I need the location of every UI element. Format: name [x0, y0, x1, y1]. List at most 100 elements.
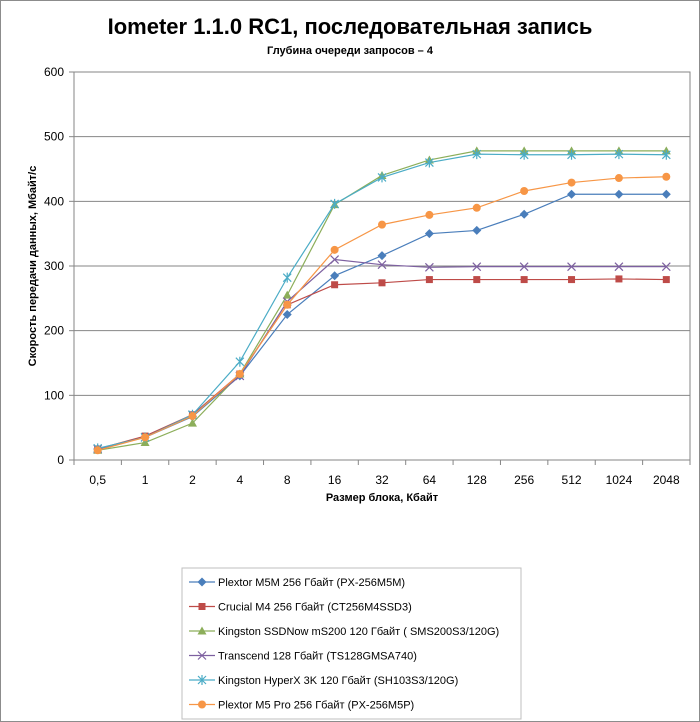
data-point — [235, 356, 245, 367]
data-point — [378, 279, 386, 287]
legend-item: Kingston HyperX 3K 120 Гбайт (SH103S3/12… — [189, 675, 458, 687]
data-point — [425, 276, 433, 284]
y-tick-label: 200 — [44, 324, 64, 338]
x-axis-ticks: 0,5 1 2 4 8 16 32 64 128 256 512 1024 2048 — [73, 460, 691, 487]
series-3 — [93, 146, 671, 454]
data-point — [614, 174, 623, 183]
data-point — [661, 189, 671, 199]
data-point — [424, 229, 434, 239]
data-point — [425, 210, 434, 219]
y-tick-label: 100 — [44, 388, 64, 402]
y-axis-ticks: 0 100 200 300 400 500 600 — [44, 65, 74, 467]
series-1 — [93, 189, 671, 454]
legend-marker — [197, 577, 207, 587]
data-point — [282, 290, 292, 299]
legend-label: Plextor M5 Pro 256 Гбайт (PX-256M5P) — [218, 700, 414, 712]
data-point — [567, 262, 576, 272]
legend-item: Crucial M4 256 Гбайт (CT256M4SSD3) — [189, 602, 412, 614]
chart-title: Iometer 1.1.0 RC1, последовательная запи… — [108, 14, 593, 39]
data-point — [377, 260, 387, 270]
legend-item: Transcend 128 Гбайт (TS128GMSA740) — [189, 651, 417, 663]
y-tick-label: 300 — [44, 259, 64, 273]
data-point — [568, 276, 576, 284]
legend-label: Transcend 128 Гбайт (TS128GMSA740) — [218, 651, 417, 663]
data-point — [520, 276, 528, 284]
legend-marker — [198, 603, 206, 610]
y-tick-label: 600 — [44, 65, 64, 79]
data-point — [567, 149, 576, 160]
gridlines — [74, 71, 690, 461]
x-tick-label: 2 — [189, 473, 196, 487]
data-point — [614, 189, 624, 199]
data-point — [424, 262, 434, 272]
data-point — [661, 149, 671, 160]
data-point — [330, 245, 339, 254]
x-tick-label: 1024 — [606, 473, 633, 487]
series-line — [97, 278, 667, 450]
legend-label: Kingston SSDNow mS200 120 Гбайт ( SMS200… — [218, 626, 499, 638]
x-tick-label: 128 — [467, 473, 487, 487]
data-point — [520, 186, 529, 195]
data-point — [662, 172, 671, 181]
data-point — [662, 276, 670, 284]
series-line — [97, 150, 667, 451]
data-point — [661, 262, 671, 272]
x-tick-label: 64 — [423, 473, 437, 487]
data-point — [330, 271, 340, 281]
data-point — [188, 412, 197, 421]
series-line — [97, 153, 667, 449]
legend: Plextor M5M 256 Гбайт (PX-256M5M) Crucial… — [189, 577, 499, 712]
x-tick-label: 4 — [237, 473, 244, 487]
x-tick-label: 2048 — [653, 473, 680, 487]
legend-label: Kingston HyperX 3K 120 Гбайт (SH103S3/12… — [218, 675, 458, 687]
data-point — [614, 149, 624, 160]
data-point — [567, 189, 577, 199]
y-axis-title: Скорость передачи данных, Мбайт/с — [27, 166, 39, 367]
legend-marker — [197, 651, 207, 660]
data-point — [235, 369, 244, 378]
legend-item: Plextor M5M 256 Гбайт (PX-256M5M) — [189, 577, 405, 589]
x-tick-label: 16 — [328, 473, 342, 487]
legend-box — [181, 567, 522, 720]
chart-subtitle: Глубина очереди запросов – 4 — [267, 45, 434, 57]
data-point — [331, 281, 339, 289]
legend-item: Kingston SSDNow mS200 120 Гбайт ( SMS200… — [189, 626, 499, 638]
legend-marker — [197, 675, 207, 685]
data-point — [187, 418, 197, 427]
x-axis-title: Размер блока, Кбайт — [326, 492, 439, 504]
data-point — [519, 209, 529, 219]
y-tick-label: 400 — [44, 194, 64, 208]
data-point — [567, 178, 576, 187]
y-tick-label: 500 — [44, 130, 64, 144]
x-tick-label: 1 — [142, 473, 149, 487]
x-tick-label: 512 — [562, 473, 582, 487]
data-point — [472, 149, 482, 160]
series-2 — [94, 275, 670, 453]
data-point — [378, 220, 386, 229]
x-tick-label: 256 — [514, 473, 534, 487]
data-point — [519, 149, 529, 160]
series-lines — [93, 146, 671, 455]
data-point — [472, 203, 481, 212]
data-point — [614, 262, 624, 272]
data-point — [615, 275, 623, 283]
data-point — [282, 310, 292, 319]
data-point — [141, 433, 150, 442]
x-tick-label: 32 — [375, 473, 389, 487]
x-tick-label: 0,5 — [89, 473, 106, 487]
legend-item: Plextor M5 Pro 256 Гбайт (PX-256M5P) — [189, 700, 414, 712]
legend-label: Plextor M5M 256 Гбайт (PX-256M5M) — [218, 577, 405, 589]
data-point — [424, 157, 434, 168]
series-6 — [93, 172, 671, 455]
y-tick-label: 0 — [57, 453, 64, 467]
data-point — [282, 272, 292, 283]
legend-marker — [198, 700, 206, 709]
data-point — [519, 262, 529, 272]
data-point — [330, 255, 340, 264]
legend-label: Crucial M4 256 Гбайт (CT256M4SSD3) — [218, 602, 412, 614]
x-tick-label: 8 — [284, 473, 291, 487]
data-point — [93, 446, 102, 455]
data-point — [283, 300, 292, 309]
